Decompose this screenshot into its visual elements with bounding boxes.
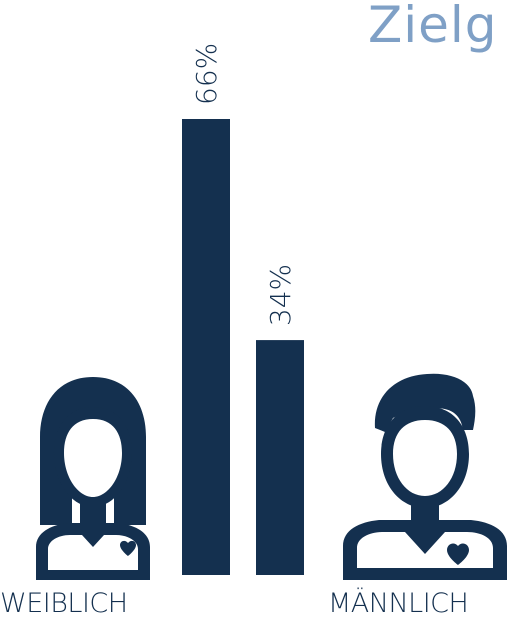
category-label-maennlich: MÄNNLICH	[328, 588, 469, 619]
bar-weiblich	[182, 119, 230, 575]
woman-heart-icon	[36, 377, 150, 580]
value-label-mnnlich: 34%	[264, 264, 297, 326]
bar-mnnlich	[256, 340, 304, 575]
category-label-weiblich: WEIBLICH	[0, 588, 128, 619]
bars-layer	[182, 119, 304, 575]
value-label-weiblich: 66%	[190, 43, 223, 105]
page-title: Zielg	[368, 0, 498, 54]
value-labels-layer: 66% 34%	[190, 43, 297, 326]
man-heart-icon	[343, 373, 507, 580]
